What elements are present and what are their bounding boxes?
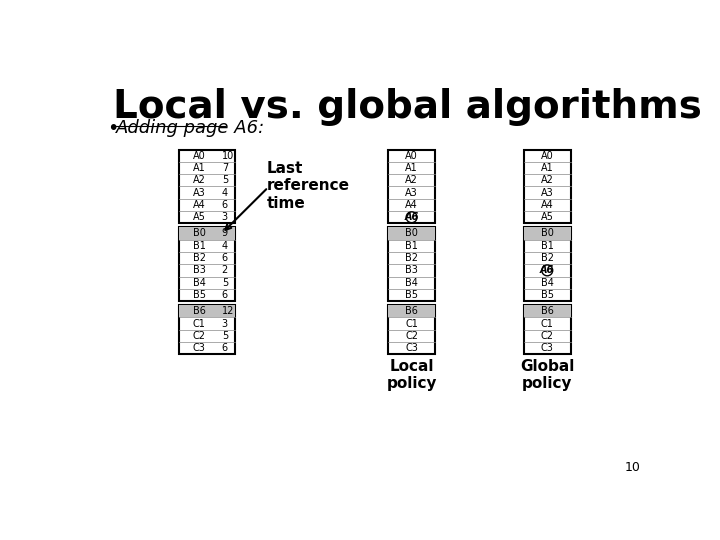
Text: A0: A0 <box>405 151 418 161</box>
Bar <box>388 305 435 318</box>
Text: 5: 5 <box>222 331 228 341</box>
Text: 4: 4 <box>222 241 228 251</box>
Text: 10: 10 <box>624 462 640 475</box>
Text: B2: B2 <box>405 253 418 263</box>
Text: C3: C3 <box>193 343 206 353</box>
Text: C2: C2 <box>541 331 554 341</box>
Text: Local
policy: Local policy <box>387 359 437 392</box>
Text: B1: B1 <box>405 241 418 251</box>
Text: C2: C2 <box>193 331 206 341</box>
Text: B5: B5 <box>193 290 206 300</box>
Bar <box>524 150 570 224</box>
Text: A5: A5 <box>193 212 206 222</box>
Bar <box>388 227 435 301</box>
Text: 4: 4 <box>222 187 228 198</box>
Text: Last
reference
time: Last reference time <box>266 161 350 211</box>
Text: B5: B5 <box>405 290 418 300</box>
Text: B2: B2 <box>193 253 206 263</box>
Text: C1: C1 <box>193 319 206 328</box>
Text: B0: B0 <box>541 228 554 239</box>
Text: B5: B5 <box>541 290 554 300</box>
Text: B6: B6 <box>541 306 554 316</box>
Text: 6: 6 <box>222 290 228 300</box>
Bar <box>388 150 435 224</box>
Text: 5: 5 <box>222 176 228 185</box>
Text: 9: 9 <box>222 228 228 239</box>
Text: A1: A1 <box>541 163 554 173</box>
Text: C1: C1 <box>405 319 418 328</box>
Bar <box>388 227 435 240</box>
Text: A2: A2 <box>405 176 418 185</box>
Text: Adding page A6:: Adding page A6: <box>117 119 266 137</box>
Text: A4: A4 <box>405 200 418 210</box>
Text: 6: 6 <box>222 253 228 263</box>
Text: A3: A3 <box>541 187 554 198</box>
Text: B0: B0 <box>193 228 206 239</box>
Text: C1: C1 <box>541 319 554 328</box>
Bar <box>179 305 235 354</box>
Bar <box>179 305 235 318</box>
Text: A3: A3 <box>405 187 418 198</box>
Text: A2: A2 <box>193 176 206 185</box>
Text: A3: A3 <box>193 187 206 198</box>
Bar <box>524 305 570 354</box>
Bar <box>179 150 235 224</box>
Text: B6: B6 <box>405 306 418 316</box>
Text: 5: 5 <box>222 278 228 288</box>
Text: B4: B4 <box>193 278 206 288</box>
Text: Local vs. global algorithms: Local vs. global algorithms <box>113 88 702 126</box>
Text: 3: 3 <box>222 212 228 222</box>
Text: A6: A6 <box>405 212 419 222</box>
Text: A1: A1 <box>405 163 418 173</box>
Text: C3: C3 <box>541 343 554 353</box>
Text: 10: 10 <box>222 151 234 161</box>
Bar <box>524 227 570 240</box>
Text: 7: 7 <box>222 163 228 173</box>
Text: B4: B4 <box>405 278 418 288</box>
Text: B1: B1 <box>193 241 206 251</box>
Bar <box>388 305 435 354</box>
Bar <box>179 227 235 301</box>
Bar <box>524 227 570 301</box>
Text: •: • <box>107 119 118 138</box>
Text: A1: A1 <box>193 163 206 173</box>
Text: 6: 6 <box>222 200 228 210</box>
Text: A0: A0 <box>541 151 554 161</box>
Bar <box>524 305 570 318</box>
Text: A4: A4 <box>193 200 206 210</box>
Text: B3: B3 <box>193 265 206 275</box>
Text: A6: A6 <box>540 265 554 275</box>
Text: B6: B6 <box>193 306 206 316</box>
Text: A0: A0 <box>193 151 206 161</box>
Text: B1: B1 <box>541 241 554 251</box>
Bar <box>179 227 235 240</box>
Text: Global
policy: Global policy <box>520 359 575 392</box>
Text: A5: A5 <box>541 212 554 222</box>
Text: A2: A2 <box>541 176 554 185</box>
Text: B0: B0 <box>405 228 418 239</box>
Text: 3: 3 <box>222 319 228 328</box>
Text: 2: 2 <box>222 265 228 275</box>
Text: B2: B2 <box>541 253 554 263</box>
Text: 6: 6 <box>222 343 228 353</box>
Text: B3: B3 <box>405 265 418 275</box>
Text: B4: B4 <box>541 278 554 288</box>
Text: A4: A4 <box>541 200 554 210</box>
Text: C3: C3 <box>405 343 418 353</box>
Text: C2: C2 <box>405 331 418 341</box>
Text: 12: 12 <box>222 306 234 316</box>
